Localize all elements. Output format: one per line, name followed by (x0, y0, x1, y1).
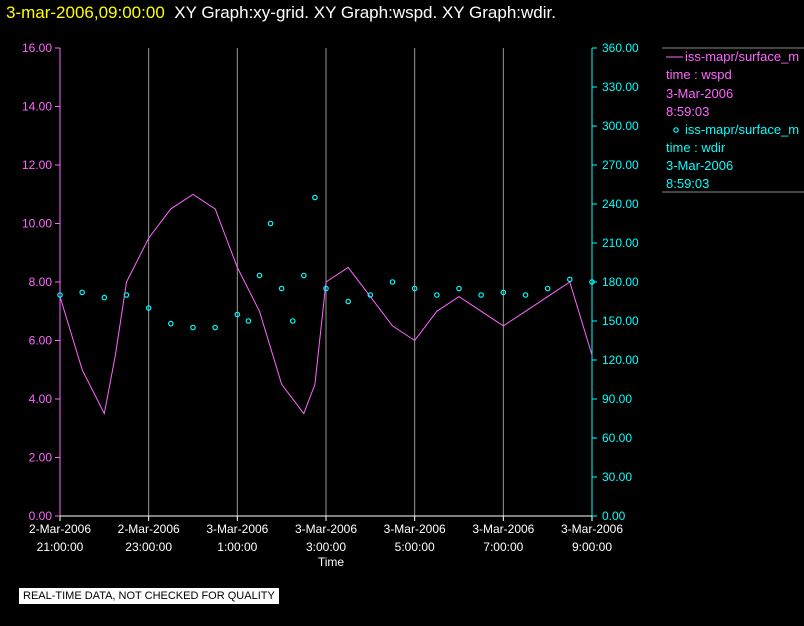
legend-2-date: 3-Mar-2006 (666, 158, 734, 173)
series-layer (57, 193, 595, 416)
y-left-tick-label: 6.00 (29, 334, 53, 348)
y-right-tick-label: 0.00 (602, 509, 626, 523)
y-right-tick-label: 210.00 (602, 236, 639, 250)
series-point-wdir (57, 292, 63, 298)
series-point-wdir (190, 324, 196, 331)
y-right-tick-label: 60.00 (602, 431, 632, 445)
y-right-tick-label: 150.00 (602, 314, 639, 328)
series-point-wdir (145, 305, 152, 311)
series-point-wdir (123, 292, 130, 298)
series-point-wdir (544, 285, 551, 292)
y-right-tick-label: 330.00 (602, 80, 639, 94)
y-right-tick-label: 90.00 (602, 392, 632, 406)
legend-2-time: 8:59:03 (666, 176, 710, 191)
series-point-wdir (411, 285, 418, 292)
y-left-tick-label: 10.00 (22, 217, 52, 231)
legend-2-series: iss-mapr/surface_m (685, 122, 800, 137)
x-tick-label-date: 2-Mar-2006 (118, 522, 180, 536)
series-point-wdir (478, 292, 484, 298)
y-right-tick-label: 30.00 (602, 470, 632, 484)
series-point-wdir (312, 194, 318, 201)
legend-1-field: time : wspd (666, 67, 732, 82)
series-point-wdir (522, 292, 529, 298)
y-left-tick-label: 4.00 (29, 392, 53, 406)
quality-notice: REAL-TIME DATA, NOT CHECKED FOR QUALITY (19, 588, 279, 604)
legend-1-time: 8:59:03 (666, 104, 710, 119)
y-left-tick-label: 16.00 (22, 41, 52, 55)
x-tick-label-date: 3-Mar-2006 (472, 522, 534, 536)
y-right-tick-label: 300.00 (602, 119, 639, 133)
x-tick-label-date: 3-Mar-2006 (561, 522, 623, 536)
series-point-wdir (567, 276, 573, 283)
y-left-tick-label: 2.00 (29, 451, 53, 465)
series-point-wdir (256, 272, 263, 279)
x-tick-label-time: 23:00:00 (125, 540, 172, 554)
legend-1-series: iss-mapr/surface_m (685, 49, 800, 64)
legend-circle-swatch (673, 127, 679, 133)
header-graph-titles: XY Graph:xy-grid. XY Graph:wspd. XY Grap… (174, 3, 556, 22)
series-point-wdir (289, 318, 296, 324)
series-point-wdir (234, 311, 241, 318)
x-tick-label-time: 21:00:00 (37, 540, 84, 554)
series-point-wdir (278, 285, 285, 292)
y-left-tick-label: 0.00 (29, 509, 53, 523)
y-right-tick-label: 120.00 (602, 353, 639, 367)
tick-labels: 2-Mar-2006 21:00:00 2-Mar-2006 23:00:00 3-Ma… (22, 41, 639, 554)
axes (55, 47, 597, 521)
y-right-tick-label: 180.00 (602, 275, 639, 289)
x-tick-label-date: 2-Mar-2006 (29, 522, 91, 536)
series-point-wdir (456, 285, 462, 292)
x-tick-label-time: 1:00:00 (217, 540, 257, 554)
series-point-wdir (168, 320, 174, 327)
header-timestamp: 3-mar-2006,09:00:00 (6, 3, 165, 22)
x-tick-label-date: 3-Mar-2006 (295, 522, 357, 536)
legend-1-date: 3-Mar-2006 (666, 86, 734, 101)
y-left-tick-label: 8.00 (29, 275, 53, 289)
series-point-wdir (367, 292, 374, 298)
x-tick-label-date: 3-Mar-2006 (206, 522, 268, 536)
y-right-tick-label: 360.00 (602, 41, 639, 55)
header: 3-mar-2006,09:00:00 XY Graph:xy-grid. XY… (6, 3, 556, 23)
x-tick-label-time: 3:00:00 (306, 540, 346, 554)
series-point-wdir (245, 318, 252, 324)
x-tick-label-time: 5:00:00 (395, 540, 435, 554)
series-point-wdir (345, 298, 351, 305)
series-point-wdir (323, 285, 329, 292)
series-point-wdir (212, 324, 218, 331)
series-point-wdir (500, 289, 507, 296)
y-left-tick-label: 12.00 (22, 158, 52, 172)
series-point-wdir (301, 272, 307, 279)
y-right-tick-label: 270.00 (602, 158, 639, 172)
y-left-tick-label: 14.00 (22, 100, 52, 114)
legend-2-field: time : wdir (666, 140, 726, 155)
series-point-wdir (589, 279, 595, 285)
series-point-wdir (79, 289, 85, 296)
x-tick-label-time: 9:00:00 (572, 540, 612, 554)
series-line-wspd (59, 193, 593, 416)
series-point-wdir (389, 279, 396, 285)
x-axis-label: Time (318, 555, 345, 569)
series-point-wdir (267, 220, 274, 227)
x-tick-label-date: 3-Mar-2006 (384, 522, 446, 536)
x-tick-label-time: 7:00:00 (483, 540, 523, 554)
series-point-wdir (434, 292, 440, 298)
y-right-tick-label: 240.00 (602, 197, 639, 211)
series-point-wdir (101, 294, 108, 301)
